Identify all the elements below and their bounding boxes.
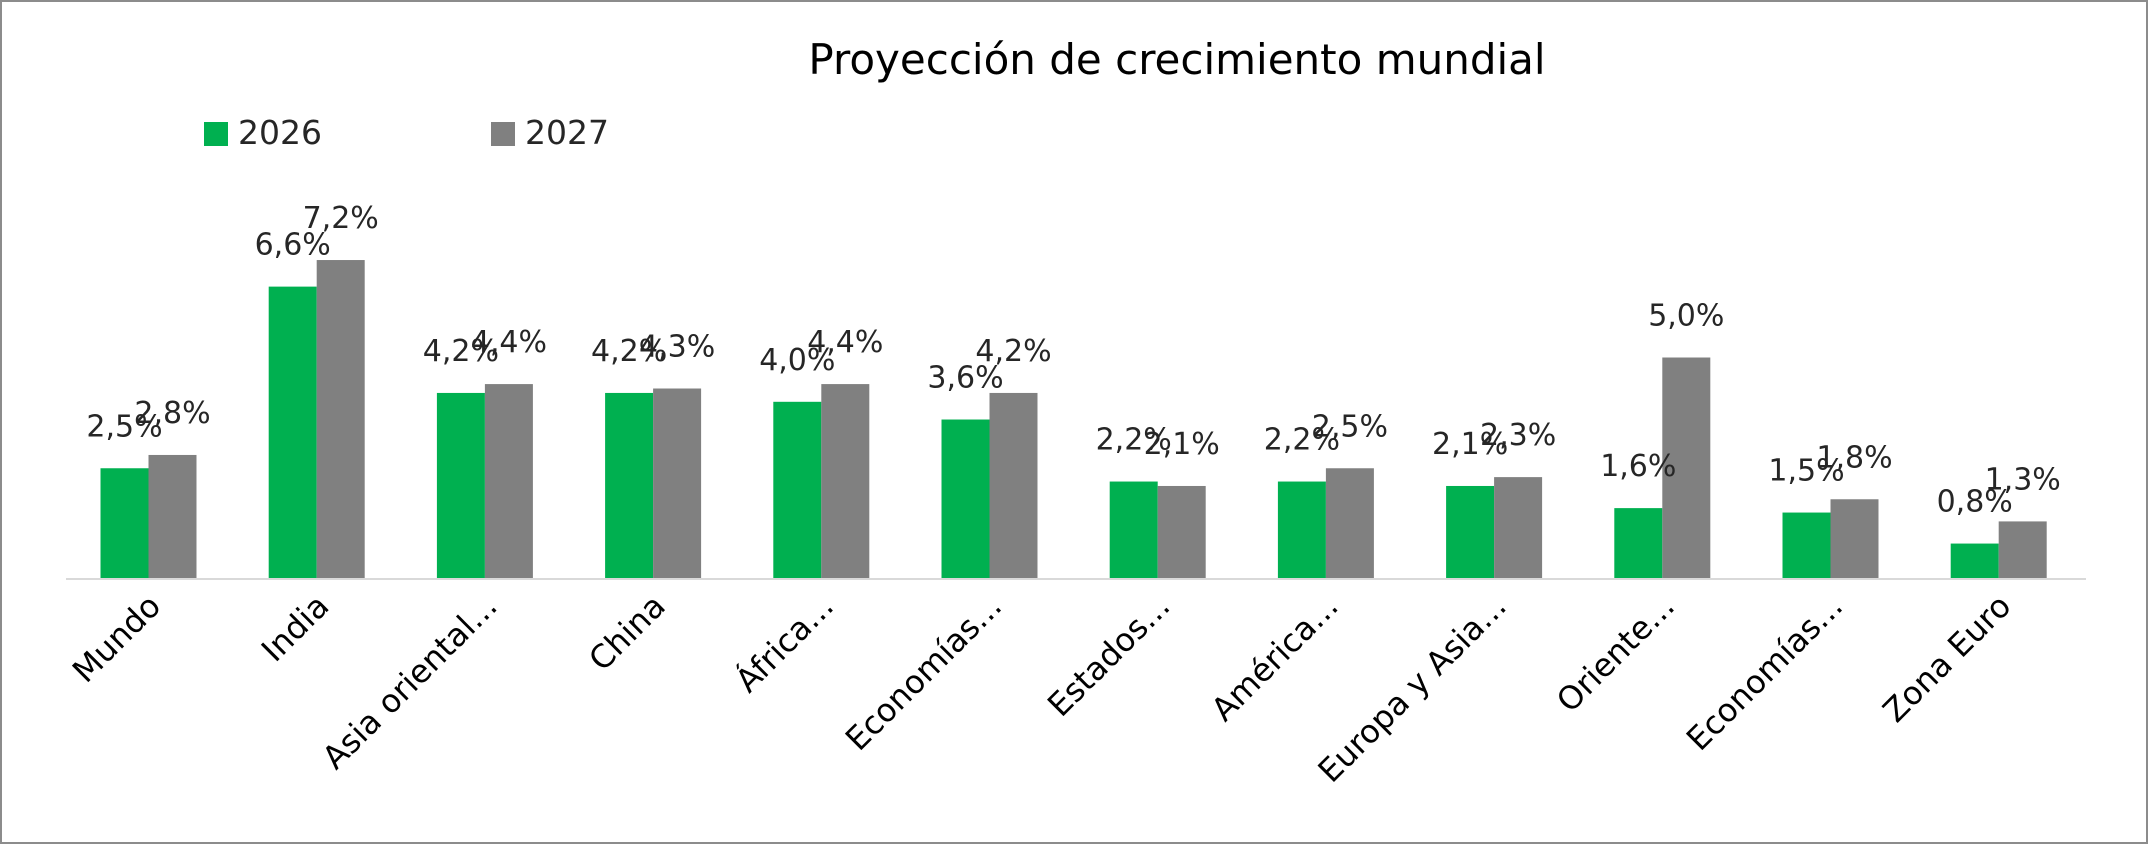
data-label-2027-4: 4,4% <box>807 325 883 360</box>
tick-label-7: América... <box>1204 587 1346 729</box>
legend: 2026 2027 <box>204 113 609 152</box>
tick-label-6: Estados... <box>1040 587 1177 724</box>
data-label-2026-2: 4,2% <box>423 334 499 369</box>
bar-2027-9 <box>1662 357 1711 579</box>
data-label-2027-3: 4,3% <box>639 330 715 365</box>
bar-2027-2 <box>484 384 533 579</box>
data-labels-group: 2,5%2,8%6,6%7,2%4,2%4,4% 4,2%4,3% 4,0%4,4%… <box>86 201 2060 520</box>
tick-label-9: Oriente... <box>1549 587 1682 720</box>
data-label-2026-8: 2,1% <box>1432 427 1508 462</box>
bar-2027-8 <box>1494 477 1543 579</box>
bar-2026-11 <box>1950 543 1999 579</box>
bar-2026-6 <box>1109 481 1158 579</box>
tick-label-5: Economías... <box>838 587 1009 758</box>
bar-2026-5 <box>941 419 990 579</box>
data-label-2026-4: 4,0% <box>759 343 835 378</box>
legend-swatch-2026 <box>204 122 228 146</box>
tick-label-0: Mundo <box>65 587 168 690</box>
data-label-2026-9: 1,6% <box>1600 449 1676 484</box>
data-label-2027-8: 2,3% <box>1480 418 1556 453</box>
bar-2027-10 <box>1830 499 1879 579</box>
bar-2026-2 <box>436 392 485 579</box>
bar-2026-10 <box>1782 512 1831 579</box>
bar-2027-3 <box>653 388 702 579</box>
tick-label-11: Zona Euro <box>1875 587 2018 730</box>
tick-label-10: Economías... <box>1679 587 1850 758</box>
bar-2027-11 <box>1998 521 2047 579</box>
tick-label-4: África... <box>728 587 841 700</box>
data-label-2027-7: 2,5% <box>1312 409 1388 444</box>
legend-label-2026: 2026 <box>238 113 322 152</box>
data-label-2026-1: 6,6% <box>255 228 331 263</box>
bar-2027-1 <box>316 260 365 579</box>
data-label-2027-6: 2,1% <box>1144 427 1220 462</box>
tick-label-2: Asia oriental... <box>315 587 505 777</box>
data-label-2027-9: 5,0% <box>1648 299 1724 334</box>
data-label-2027-10: 1,8% <box>1816 440 1892 475</box>
bar-2027-7 <box>1325 468 1374 579</box>
tick-label-1: India <box>254 587 336 669</box>
data-label-2026-10: 1,5% <box>1768 454 1844 489</box>
data-label-2026-11: 0,8% <box>1937 485 2013 520</box>
data-label-2027-1: 7,2% <box>303 201 379 236</box>
bar-2026-8 <box>1446 485 1495 579</box>
legend-label-2027: 2027 <box>525 113 609 152</box>
data-label-2027-5: 4,2% <box>975 334 1051 369</box>
bar-2027-4 <box>821 384 870 579</box>
data-label-2026-3: 4,2% <box>591 334 667 369</box>
tick-label-3: China <box>581 587 673 679</box>
bar-2026-4 <box>773 401 822 579</box>
bar-2026-1 <box>268 286 317 579</box>
chart-title: Proyección de crecimiento mundial <box>808 35 1545 84</box>
data-label-2027-2: 4,4% <box>471 325 547 360</box>
bar-2027-5 <box>989 392 1038 579</box>
bars-group <box>100 260 2047 579</box>
bar-2026-3 <box>605 392 654 579</box>
data-label-2026-6: 2,2% <box>1096 423 1172 458</box>
data-label-2027-11: 1,3% <box>1985 462 2061 497</box>
data-label-2026-5: 3,6% <box>927 361 1003 396</box>
bar-2027-6 <box>1157 485 1206 579</box>
bar-2026-7 <box>1277 481 1326 579</box>
data-label-2026-7: 2,2% <box>1264 423 1340 458</box>
data-label-2026-0: 2,5% <box>86 409 162 444</box>
bar-2027-0 <box>148 454 197 579</box>
legend-swatch-2027 <box>491 122 515 146</box>
data-label-2027-0: 2,8% <box>134 396 210 431</box>
bar-2026-0 <box>100 468 149 579</box>
bar-2026-9 <box>1614 508 1663 579</box>
